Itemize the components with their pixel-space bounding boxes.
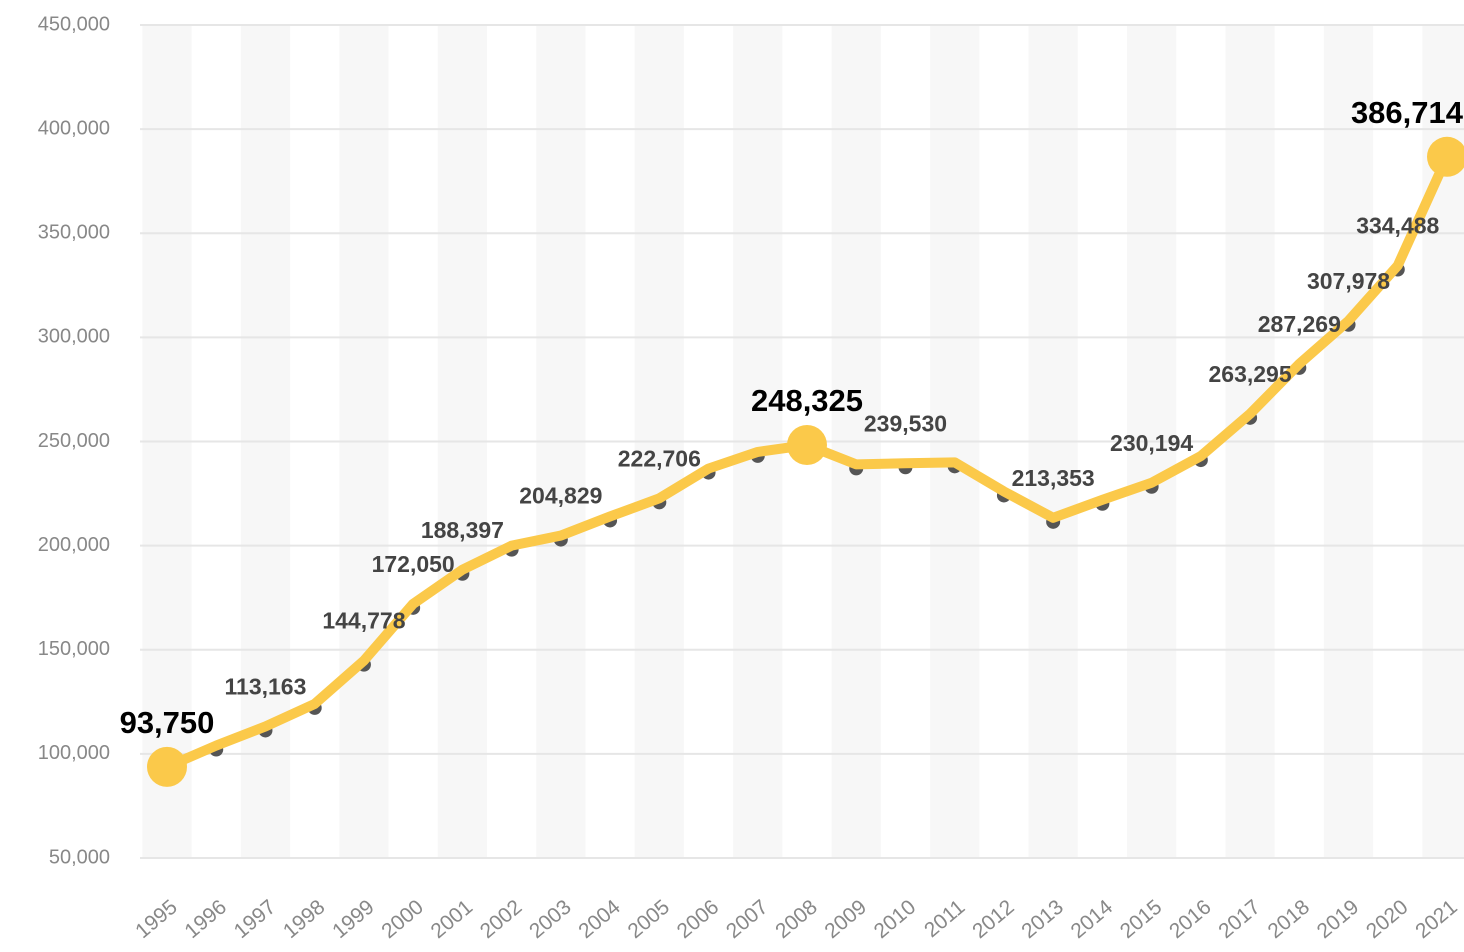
x-tick-label: 2000 [377, 895, 428, 943]
y-tick-label: 300,000 [38, 326, 110, 348]
data-label: 230,194 [1110, 430, 1193, 456]
highlight-point [147, 746, 187, 787]
x-tick-label: 1996 [180, 895, 231, 943]
x-tick-label: 2014 [1067, 895, 1118, 943]
highlight-label: 386,714 [1351, 95, 1464, 130]
y-tick-label: 400,000 [38, 117, 110, 139]
x-tick-label: 2019 [1313, 895, 1364, 943]
data-label: 222,706 [618, 445, 701, 471]
x-tick-label: 1999 [328, 895, 379, 943]
x-tick-label: 2013 [1017, 895, 1068, 943]
x-tick-label: 2009 [820, 895, 871, 943]
highlight-point [1427, 136, 1464, 177]
x-tick-label: 2004 [574, 895, 625, 943]
y-tick-label: 100,000 [38, 742, 110, 764]
x-tick-label: 2001 [427, 895, 478, 943]
y-tick-label: 350,000 [38, 222, 110, 244]
x-tick-label: 2017 [1214, 895, 1265, 943]
y-tick-label: 50,000 [49, 846, 110, 868]
x-tick-label: 2011 [920, 895, 969, 942]
x-tick-label: 2020 [1362, 895, 1413, 943]
x-tick-label: 2006 [673, 895, 724, 943]
highlight-point [787, 424, 827, 465]
x-tick-label: 1998 [279, 895, 330, 943]
highlight-label: 248,325 [751, 383, 863, 418]
y-tick-label: 450,000 [38, 13, 110, 35]
x-tick-label: 1995 [131, 895, 182, 943]
data-label: 287,269 [1258, 311, 1341, 337]
x-tick-label: 2003 [525, 895, 576, 943]
x-tick-label: 2010 [870, 895, 921, 943]
x-tick-label: 2002 [476, 895, 527, 943]
x-tick-label: 2012 [968, 895, 1019, 943]
data-label: 144,778 [322, 608, 405, 634]
data-label: 113,163 [225, 674, 307, 700]
data-label: 263,295 [1209, 361, 1292, 387]
data-label: 172,050 [372, 551, 455, 577]
y-tick-label: 150,000 [38, 638, 110, 660]
x-tick-label: 2005 [624, 895, 675, 943]
x-tick-label: 2015 [1116, 895, 1167, 943]
y-tick-label: 200,000 [38, 534, 110, 556]
x-tick-label: 2008 [771, 895, 822, 943]
data-label: 307,978 [1307, 268, 1390, 294]
x-tick-label: 2021 [1411, 895, 1462, 943]
data-label: 204,829 [519, 483, 602, 509]
data-label: 334,488 [1356, 213, 1439, 239]
x-tick-label: 2016 [1165, 895, 1216, 943]
data-label: 239,530 [864, 410, 947, 436]
highlight-label: 93,750 [120, 705, 215, 740]
data-label: 213,353 [1012, 465, 1095, 491]
x-tick-label: 2018 [1264, 895, 1315, 943]
x-tick-label: 1997 [230, 895, 281, 943]
y-tick-label: 250,000 [38, 430, 110, 452]
data-label: 188,397 [421, 517, 504, 543]
x-tick-label: 2007 [722, 895, 773, 943]
